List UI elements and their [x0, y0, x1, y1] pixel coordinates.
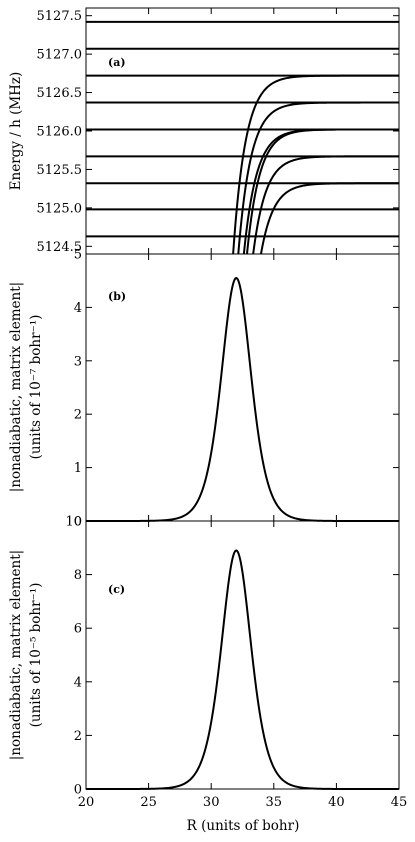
panel-b-ylabel-line2: (units of 10⁻⁷ bohr⁻¹) — [28, 315, 44, 460]
panel-b-curve — [86, 276, 399, 522]
panel-c-frame — [85, 520, 400, 790]
panel-a-curves — [232, 74, 399, 254]
panel-a-ytick-label: 5125.5 — [37, 163, 83, 178]
panel-c-ytick-label: 6 — [74, 622, 82, 637]
panel-b-ytick-label: 5 — [74, 248, 82, 263]
panel-a-ytick-label: 5127.0 — [37, 48, 83, 63]
panel-c-ticks: 0 2 4 6 8 10 20 25 30 35 40 45 — [65, 515, 407, 811]
panel-b-ytick-label: 0 — [74, 515, 82, 530]
panel-a-ytick-label: 5124.5 — [37, 240, 83, 255]
panel-b: 0 1 2 3 4 5 (b) |nonadiabatic, matrix element… — [8, 248, 400, 530]
panel-c-ytick-label: 4 — [74, 675, 82, 690]
bound-state-curve — [242, 128, 399, 254]
panel-c-ytick-label: 8 — [74, 568, 82, 583]
panel-c-label: (c) — [108, 583, 125, 596]
x-axis-label: R (units of bohr) — [187, 818, 300, 834]
panel-c-curve — [86, 549, 399, 790]
panel-c-xtick-label: 35 — [266, 795, 283, 810]
panel-c-ytick-label: 10 — [65, 515, 82, 530]
panel-a-ytick-label: 5127.5 — [37, 9, 83, 24]
panel-c-xtick-label: 45 — [391, 795, 408, 810]
panel-c-ylabel-line2: (units of 10⁻⁵ bohr⁻¹) — [28, 583, 44, 728]
bound-state-curve — [259, 182, 399, 254]
bound-state-curve — [245, 128, 399, 254]
bound-state-curve — [237, 101, 399, 254]
panel-c-ylabel-line1: |nonadiabatic, matrix element| — [8, 550, 24, 760]
panel-c-xtick-label: 20 — [78, 795, 95, 810]
panel-b-ytick-label: 2 — [74, 408, 82, 423]
panel-c-xtick-label: 30 — [203, 795, 220, 810]
panel-a-ticks: 5124.5 5125.0 5125.5 5126.0 5126.5 5127.0 5127… — [37, 8, 400, 255]
panel-c-xtick-label: 40 — [328, 795, 345, 810]
panel-a-ylabel: Energy / h (MHz) — [8, 72, 24, 191]
panel-b-ytick-label: 4 — [74, 301, 82, 316]
panel-c-ytick-label: 0 — [74, 783, 82, 798]
panel-b-coupling-curve — [86, 276, 399, 522]
panel-b-ticks: 0 1 2 3 4 5 — [74, 248, 400, 530]
panel-c-xtick-label: 25 — [140, 795, 157, 810]
panel-b-ytick-label: 1 — [74, 461, 82, 476]
panel-c: 0 2 4 6 8 10 20 25 30 35 40 45 (c) |nonadiabatic, m… — [8, 515, 407, 835]
bound-state-curve — [232, 74, 399, 254]
panel-a-ytick-label: 5126.5 — [37, 86, 83, 101]
panel-b-ylabel-line1: |nonadiabatic, matrix element| — [8, 282, 24, 492]
panel-c-ytick-label: 2 — [74, 729, 82, 744]
panel-a-ytick-label: 5125.0 — [37, 201, 83, 216]
panel-c-coupling-curve — [86, 549, 399, 790]
panel-a: 5124.5 5125.0 5125.5 5126.0 5126.5 5127.0 5127… — [8, 7, 400, 255]
panel-b-ytick-label: 3 — [74, 354, 82, 369]
panel-a-label: (a) — [108, 56, 126, 69]
panel-b-label: (b) — [108, 290, 126, 303]
panel-a-ytick-label: 5126.0 — [37, 125, 83, 140]
bound-state-curve — [252, 155, 399, 254]
